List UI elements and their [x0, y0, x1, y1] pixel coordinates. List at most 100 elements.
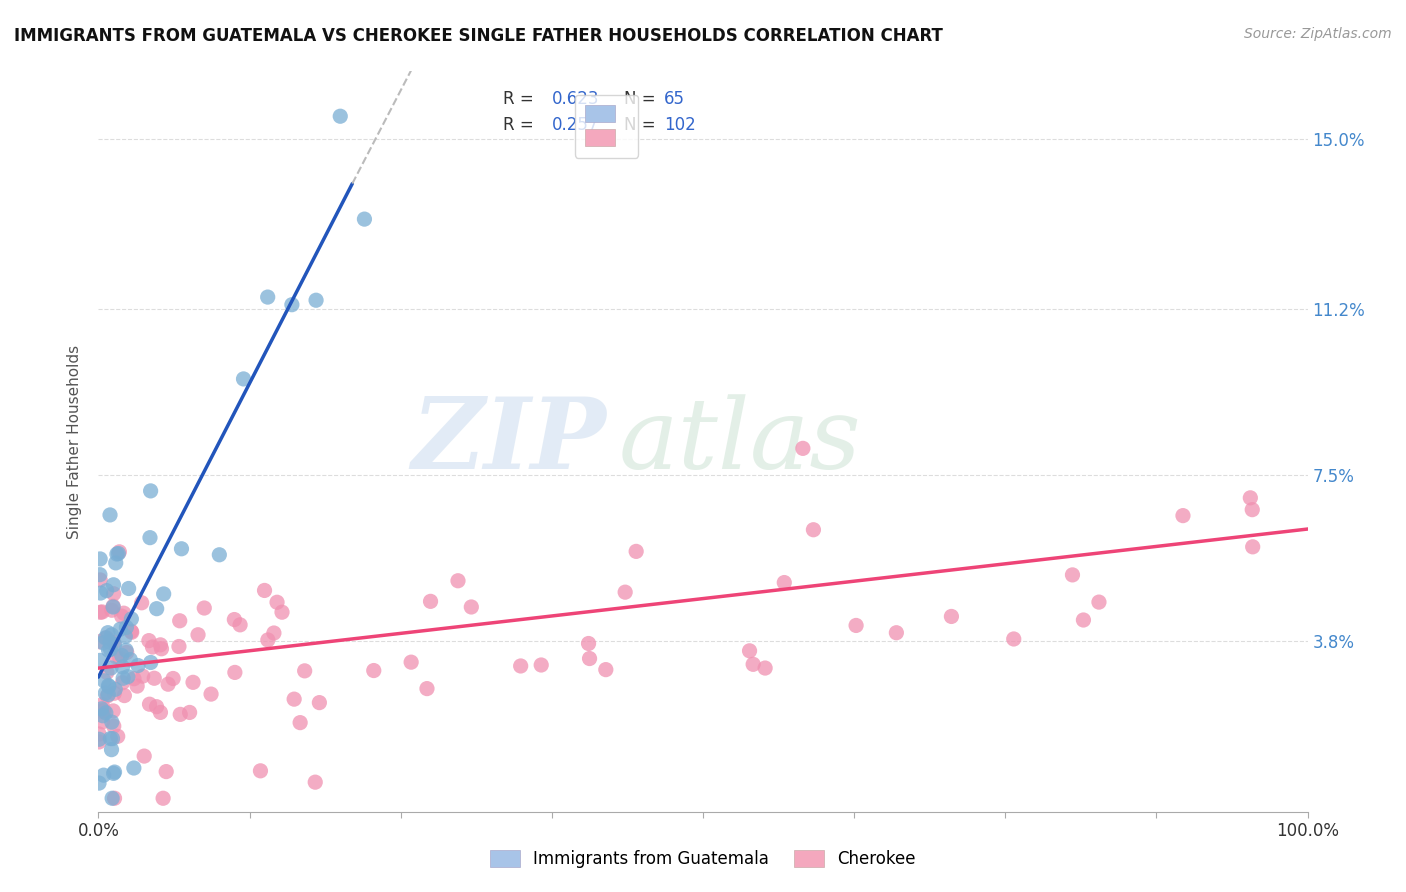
Point: [101, 704, 124, 718]
Point: [103, 719, 125, 733]
Point: [112, 671, 135, 685]
Point: [155, 764, 177, 779]
Point: [145, 601, 167, 615]
Point: [94, 686, 117, 700]
Point: [256, 290, 278, 304]
Point: [94, 706, 117, 720]
Point: [138, 633, 160, 648]
Point: [101, 603, 124, 617]
Point: [139, 531, 162, 545]
Point: [111, 648, 134, 663]
Legend: , : ,: [575, 95, 638, 158]
Point: [91, 698, 114, 712]
Point: [754, 661, 776, 675]
Point: [97, 643, 120, 657]
Point: [87, 727, 110, 741]
Point: [112, 689, 135, 703]
Text: 0.623: 0.623: [551, 90, 599, 109]
Point: [224, 613, 246, 627]
Point: [1088, 595, 1111, 609]
Point: [224, 665, 246, 680]
Point: [263, 626, 285, 640]
Point: [89, 586, 111, 600]
Point: [108, 651, 131, 665]
Point: [232, 372, 254, 386]
Point: [91, 605, 114, 619]
Point: [399, 655, 422, 669]
Point: [187, 628, 209, 642]
Point: [179, 706, 201, 720]
Point: [253, 583, 276, 598]
Text: R =: R =: [503, 117, 540, 135]
Point: [120, 624, 142, 639]
Point: [100, 742, 122, 756]
Point: [181, 675, 204, 690]
Text: 102: 102: [664, 117, 696, 135]
Point: [283, 692, 305, 706]
Point: [120, 652, 142, 666]
Point: [305, 293, 328, 308]
Point: [530, 658, 553, 673]
Point: [112, 606, 135, 620]
Point: [90, 702, 112, 716]
Point: [127, 658, 149, 673]
Point: [89, 552, 111, 566]
Point: [103, 599, 125, 614]
Point: [416, 681, 439, 696]
Point: [624, 544, 647, 558]
Point: [329, 109, 352, 123]
Point: [89, 573, 111, 587]
Point: [149, 638, 172, 652]
Point: [87, 735, 110, 749]
Point: [742, 657, 765, 672]
Point: [162, 672, 184, 686]
Point: [94, 631, 117, 645]
Point: [97, 625, 120, 640]
Point: [96, 689, 118, 703]
Point: [738, 644, 761, 658]
Point: [87, 634, 110, 648]
Point: [257, 632, 280, 647]
Point: [1073, 613, 1095, 627]
Point: [138, 697, 160, 711]
Text: N =: N =: [624, 117, 661, 135]
Point: [363, 664, 385, 678]
Point: [115, 620, 138, 634]
Point: [150, 641, 173, 656]
Point: [89, 653, 111, 667]
Point: [308, 696, 330, 710]
Point: [101, 791, 124, 805]
Point: [169, 707, 191, 722]
Text: 65: 65: [664, 90, 685, 109]
Point: [117, 670, 139, 684]
Point: [208, 548, 231, 562]
Point: [167, 640, 190, 654]
Point: [98, 508, 121, 522]
Point: [111, 609, 134, 624]
Point: [89, 567, 111, 582]
Point: [792, 442, 814, 456]
Point: [614, 585, 637, 599]
Point: [103, 686, 125, 700]
Point: [271, 605, 294, 619]
Point: [91, 708, 114, 723]
Point: [111, 660, 134, 674]
Point: [773, 575, 796, 590]
Point: [91, 703, 114, 717]
Point: [97, 680, 120, 694]
Point: [1062, 568, 1084, 582]
Point: [145, 699, 167, 714]
Point: [96, 583, 118, 598]
Point: [115, 645, 138, 659]
Text: ZIP: ZIP: [412, 393, 606, 490]
Point: [353, 212, 375, 227]
Point: [122, 672, 145, 686]
Text: atlas: atlas: [619, 394, 860, 489]
Point: [103, 638, 125, 652]
Point: [103, 791, 125, 805]
Point: [121, 625, 143, 640]
Point: [96, 631, 118, 645]
Point: [111, 675, 134, 690]
Point: [103, 587, 125, 601]
Point: [120, 612, 142, 626]
